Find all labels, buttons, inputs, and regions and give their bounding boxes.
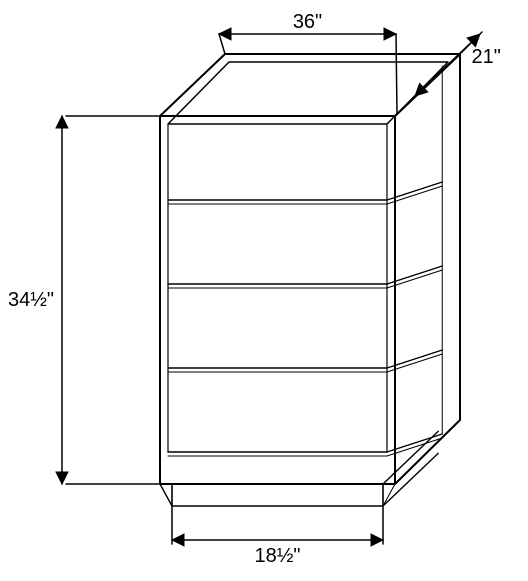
dim-depth-ext-2	[395, 96, 415, 116]
dim-height-arrow-b	[56, 472, 68, 484]
right-face	[395, 54, 460, 484]
front-face	[160, 116, 395, 484]
toe-kick-front	[172, 484, 383, 506]
dim-depth-label: 21"	[472, 46, 501, 68]
toe-kick-recess-left	[160, 484, 172, 506]
dim-toe-arrow-l	[172, 534, 184, 546]
inner-top-opening	[168, 62, 448, 124]
dim-depth-line	[415, 34, 480, 96]
dim-width-arrow-r	[384, 28, 396, 40]
dim-width-label: 36"	[293, 11, 322, 33]
dim-height-label: 34½"	[8, 289, 54, 311]
toe-kick-recess-right	[383, 484, 395, 506]
toe-kick-side-top	[383, 431, 438, 484]
dim-height-arrow-t	[56, 116, 68, 128]
cabinet-diagram: 36" 21" 34½" 18½"	[0, 0, 528, 581]
toe-kick-side-bot	[383, 453, 438, 506]
dim-toe-label: 18½"	[254, 545, 300, 567]
dim-toe-arrow-r	[371, 534, 383, 546]
top-face	[160, 54, 460, 116]
